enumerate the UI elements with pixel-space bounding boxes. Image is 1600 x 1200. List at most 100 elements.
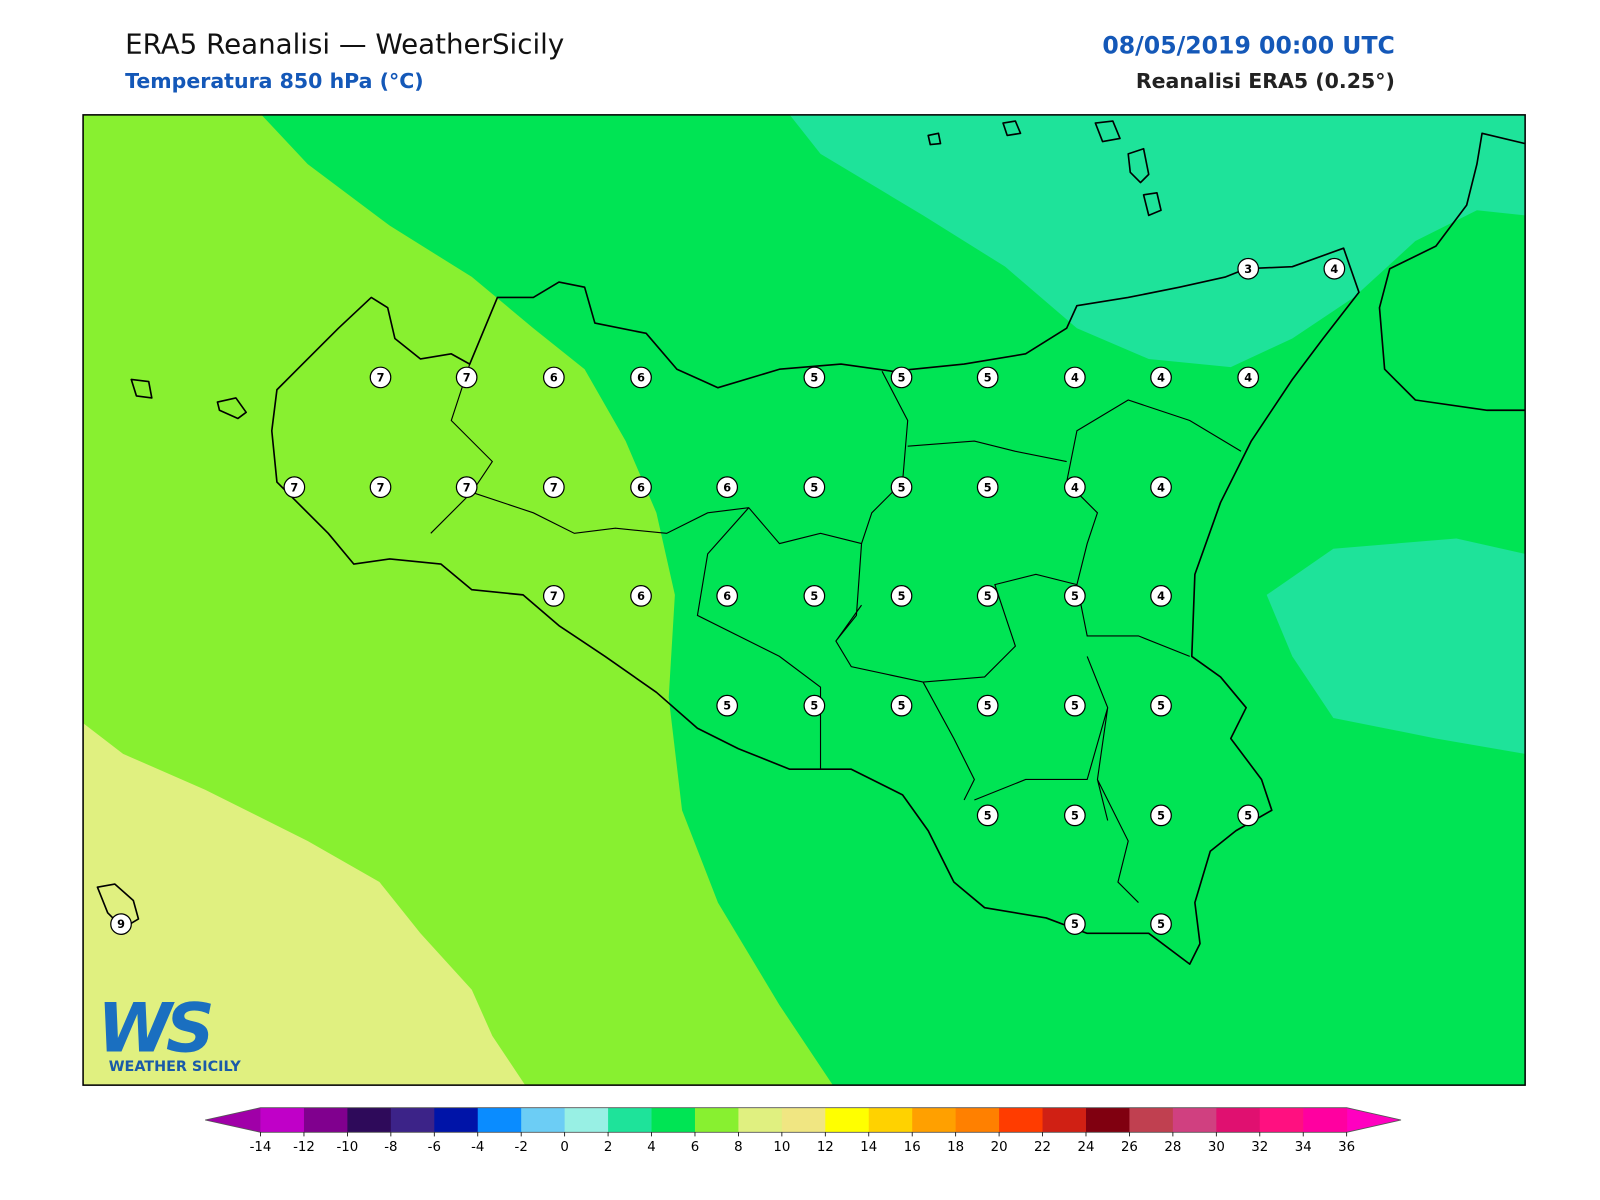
point-value: 5 <box>984 481 992 494</box>
color-bin <box>1172 1107 1217 1133</box>
color-bin <box>781 1107 826 1133</box>
point-marker <box>110 913 132 935</box>
point-value: 7 <box>377 481 385 494</box>
point-marker <box>716 476 739 499</box>
point-marker <box>1063 694 1086 717</box>
colorbar-tick-label: 14 <box>860 1140 877 1155</box>
point-value: 4 <box>1157 481 1165 494</box>
color-bin <box>1129 1107 1174 1133</box>
point-marker <box>542 476 565 499</box>
point-value: 7 <box>377 372 385 385</box>
point-marker <box>976 366 999 389</box>
point-marker <box>1063 913 1086 935</box>
colorbar-tick-label: 8 <box>734 1140 742 1155</box>
point-value: 7 <box>550 481 558 494</box>
point-marker <box>976 694 999 717</box>
colorbar: -14 -12 -10 -8 -6 -4 -2 0 2 4 6 8 10 12 14 16 18 20 22 24 26… <box>205 1107 1402 1155</box>
point-value: 6 <box>637 372 645 385</box>
point-value: 6 <box>637 481 645 494</box>
point-value: 5 <box>984 590 992 603</box>
point-marker <box>1150 694 1172 717</box>
zone-2-4 <box>1266 538 1526 754</box>
logo-mark: WS <box>97 988 212 1067</box>
color-bin <box>694 1107 739 1133</box>
color-bin <box>390 1107 435 1133</box>
point-value: 3 <box>1244 263 1252 276</box>
logo: WS WEATHER SICILY <box>97 988 241 1074</box>
point-value: 5 <box>1071 809 1079 822</box>
point-value: 5 <box>898 590 906 603</box>
colorbar-tick-label: 6 <box>691 1140 699 1155</box>
colorbar-tick-label: 10 <box>773 1140 790 1155</box>
color-bin <box>1303 1107 1348 1133</box>
colorbar-tick-label: -10 <box>337 1140 359 1155</box>
point-value: 4 <box>1157 590 1165 603</box>
point-marker <box>1150 585 1172 607</box>
point-value: 5 <box>984 700 992 713</box>
color-bin <box>651 1107 696 1133</box>
point-marker <box>455 476 478 499</box>
colorbar-tick-label: 18 <box>947 1140 964 1155</box>
point-marker <box>803 694 826 717</box>
colorbar-under <box>205 1107 261 1133</box>
color-bin <box>825 1107 870 1133</box>
source: Reanalisi ERA5 (0.25°) <box>1136 69 1395 93</box>
point-marker <box>976 585 999 607</box>
calabria-coast <box>1378 132 1526 412</box>
colorbar-tick-label: 32 <box>1251 1140 1268 1155</box>
colorbar-tick-label: 34 <box>1295 1140 1312 1155</box>
colorbar-tick-label: -8 <box>384 1140 397 1155</box>
point-value: 5 <box>1071 590 1079 603</box>
point-marker <box>890 476 913 499</box>
point-marker <box>1150 366 1172 389</box>
point-marker <box>1063 585 1086 607</box>
point-marker <box>283 476 306 499</box>
point-marker <box>976 476 999 499</box>
point-value: 5 <box>1071 700 1079 713</box>
colorbar-tick-label: 22 <box>1034 1140 1051 1155</box>
point-value: 4 <box>1157 372 1165 385</box>
point-value: 5 <box>898 481 906 494</box>
color-bin <box>912 1107 957 1133</box>
colorbar-tick-label: 0 <box>560 1140 568 1155</box>
colorbar-tick-label: 26 <box>1121 1140 1138 1155</box>
point-value: 7 <box>463 372 471 385</box>
color-bin <box>477 1107 522 1133</box>
point-value: 5 <box>898 700 906 713</box>
point-marker <box>716 585 739 607</box>
point-value: 5 <box>723 700 731 713</box>
point-value: 4 <box>1071 481 1079 494</box>
point-value: 4 <box>1244 372 1252 385</box>
point-value: 5 <box>898 372 906 385</box>
point-marker <box>1150 913 1172 935</box>
point-marker <box>803 366 826 389</box>
colorbar-tick-label: -2 <box>515 1140 528 1155</box>
point-value: 4 <box>1071 372 1079 385</box>
point-value: 5 <box>1157 700 1165 713</box>
point-marker <box>1237 257 1260 280</box>
zone-8-10 <box>83 723 526 1086</box>
point-value: 5 <box>810 481 818 494</box>
point-value: 6 <box>637 590 645 603</box>
colorbar-tick-label: -6 <box>428 1140 441 1155</box>
color-bin <box>521 1107 566 1133</box>
point-marker <box>890 694 913 717</box>
point-value: 7 <box>463 481 471 494</box>
color-bin <box>608 1107 653 1133</box>
point-marker <box>1150 476 1172 499</box>
point-value: 5 <box>1071 918 1079 931</box>
color-bin <box>434 1107 479 1133</box>
colorbar-over <box>1346 1107 1402 1133</box>
point-marker <box>369 366 392 389</box>
point-marker <box>630 476 652 499</box>
grid-points: 3 4 7 7 6 6 5 5 5 4 4 4 7 7 7 7 6 6 5 5 5 4 4 7 6 6 5 5 5 5 4 5 5 5 5 5 5 5 5 5… <box>110 257 1346 935</box>
point-value: 5 <box>810 590 818 603</box>
color-bin <box>347 1107 392 1133</box>
colorbar-tick-label: 20 <box>991 1140 1008 1155</box>
color-bin <box>1085 1107 1130 1133</box>
point-marker <box>716 694 739 717</box>
color-bin <box>955 1107 1000 1133</box>
date: 08/05/2019 00:00 UTC <box>1102 31 1394 59</box>
